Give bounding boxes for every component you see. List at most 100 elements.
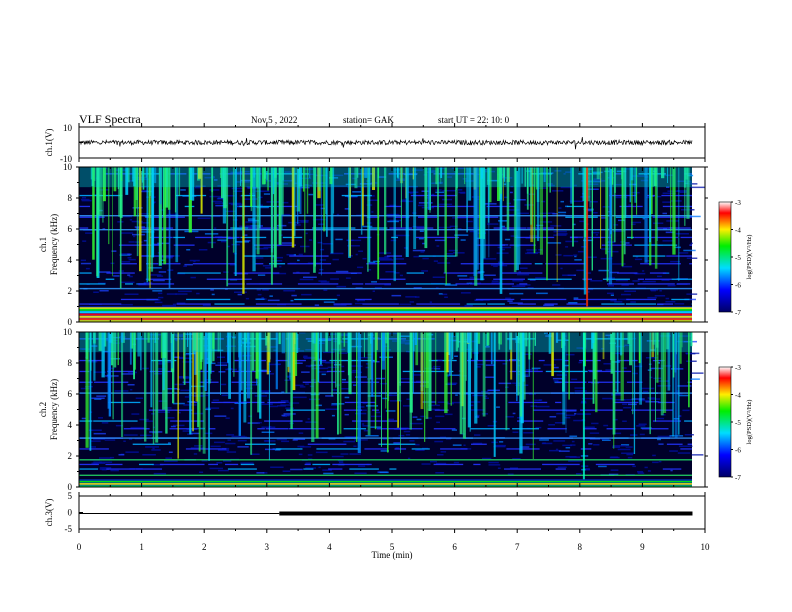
noise-pixel [650,289,656,292]
noise-pixel [322,469,332,471]
noise-pixel [683,340,697,343]
noise-pixel [451,429,457,431]
band-segment [687,443,692,445]
spike [661,167,665,179]
noise-pixel [102,228,106,230]
spike [400,332,401,454]
noise-pixel [344,396,350,399]
spike [195,332,198,402]
strong-vertical-line [582,332,585,487]
noise-pixel [293,254,296,256]
spike [296,332,299,353]
noise-pixel [358,465,366,467]
band-segment [177,272,221,274]
band-segment [186,298,231,301]
start-time-label: start UT = 22: 10: 0 [438,115,510,125]
noise-pixel [684,434,694,436]
noise-pixel [212,399,219,401]
band-segment [352,420,398,422]
spike [474,332,478,424]
spike [610,332,613,374]
noise-pixel [552,213,558,215]
noise-pixel [412,249,426,252]
spike [656,332,659,383]
noise-pixel [361,423,365,425]
spike [620,332,624,401]
spectrogram-spikes [90,167,690,295]
spike [467,332,471,428]
colorbar-label: log(PSD)(V²/Hz) [746,400,753,445]
xtick-label: 2 [202,542,207,552]
noise-pixel [160,259,165,261]
noise-pixel [267,363,281,366]
noise-pixel [690,186,705,189]
noise-pixel [374,286,382,289]
noise-pixel [476,237,482,240]
spike [562,332,566,425]
band-segment [475,298,515,301]
noise-pixel [365,435,379,437]
noise-pixel [285,407,294,409]
noise-pixel [637,472,645,474]
noise-pixel [659,290,662,292]
noise-pixel [385,410,396,412]
spike [487,167,490,223]
noise-pixel [632,465,636,468]
noise-pixel [94,398,102,400]
band-segment [616,359,638,362]
spike [234,167,237,276]
noise-pixel [358,250,363,252]
horizontal-line [79,437,692,439]
noise-pixel [541,200,546,203]
colorbar-gradient [718,366,732,478]
band-segment [614,173,624,175]
spike [170,332,172,343]
spike [660,332,664,416]
spike [134,332,136,370]
band-segment [652,420,681,422]
spike [482,167,486,259]
noise-pixel [395,234,410,237]
noise-pixel [632,175,645,177]
spike [502,167,504,202]
noise-pixel [638,399,650,402]
noise-pixel [365,366,370,369]
noise-pixel [445,413,453,416]
noise-pixel [529,279,536,281]
band-segment [680,448,692,450]
xtick-label: 0 [77,542,82,552]
xtick-label: 5 [390,542,395,552]
noise-pixel [101,468,107,471]
noise-pixel [331,174,344,177]
noise-pixel [298,453,303,456]
noise-pixel [377,258,392,260]
spike [329,167,333,185]
noise-pixel [628,215,637,218]
band-segment [661,194,692,197]
spike [568,332,570,400]
noise-pixel [99,461,113,463]
spike [302,167,305,192]
spike [444,167,446,273]
noise-pixel [319,185,326,187]
noise-pixel [82,196,87,199]
noise-pixel [511,285,526,287]
noise-pixel [542,442,546,444]
noise-pixel [678,415,682,418]
noise-pixel [194,445,203,447]
spike [318,167,321,191]
noise-pixel [562,444,572,447]
spike [125,167,129,195]
top-haze [79,167,692,188]
spike [414,332,418,345]
band-segment [139,463,154,466]
noise-pixel [186,249,191,251]
noise-pixel [290,299,294,302]
ch1-ytick-label: 10 [63,123,73,133]
noise-pixel [298,219,309,222]
noise-pixel [362,425,370,427]
spike [347,332,351,353]
band-segment [619,205,643,208]
spike [226,167,229,287]
band-segment [328,468,343,470]
